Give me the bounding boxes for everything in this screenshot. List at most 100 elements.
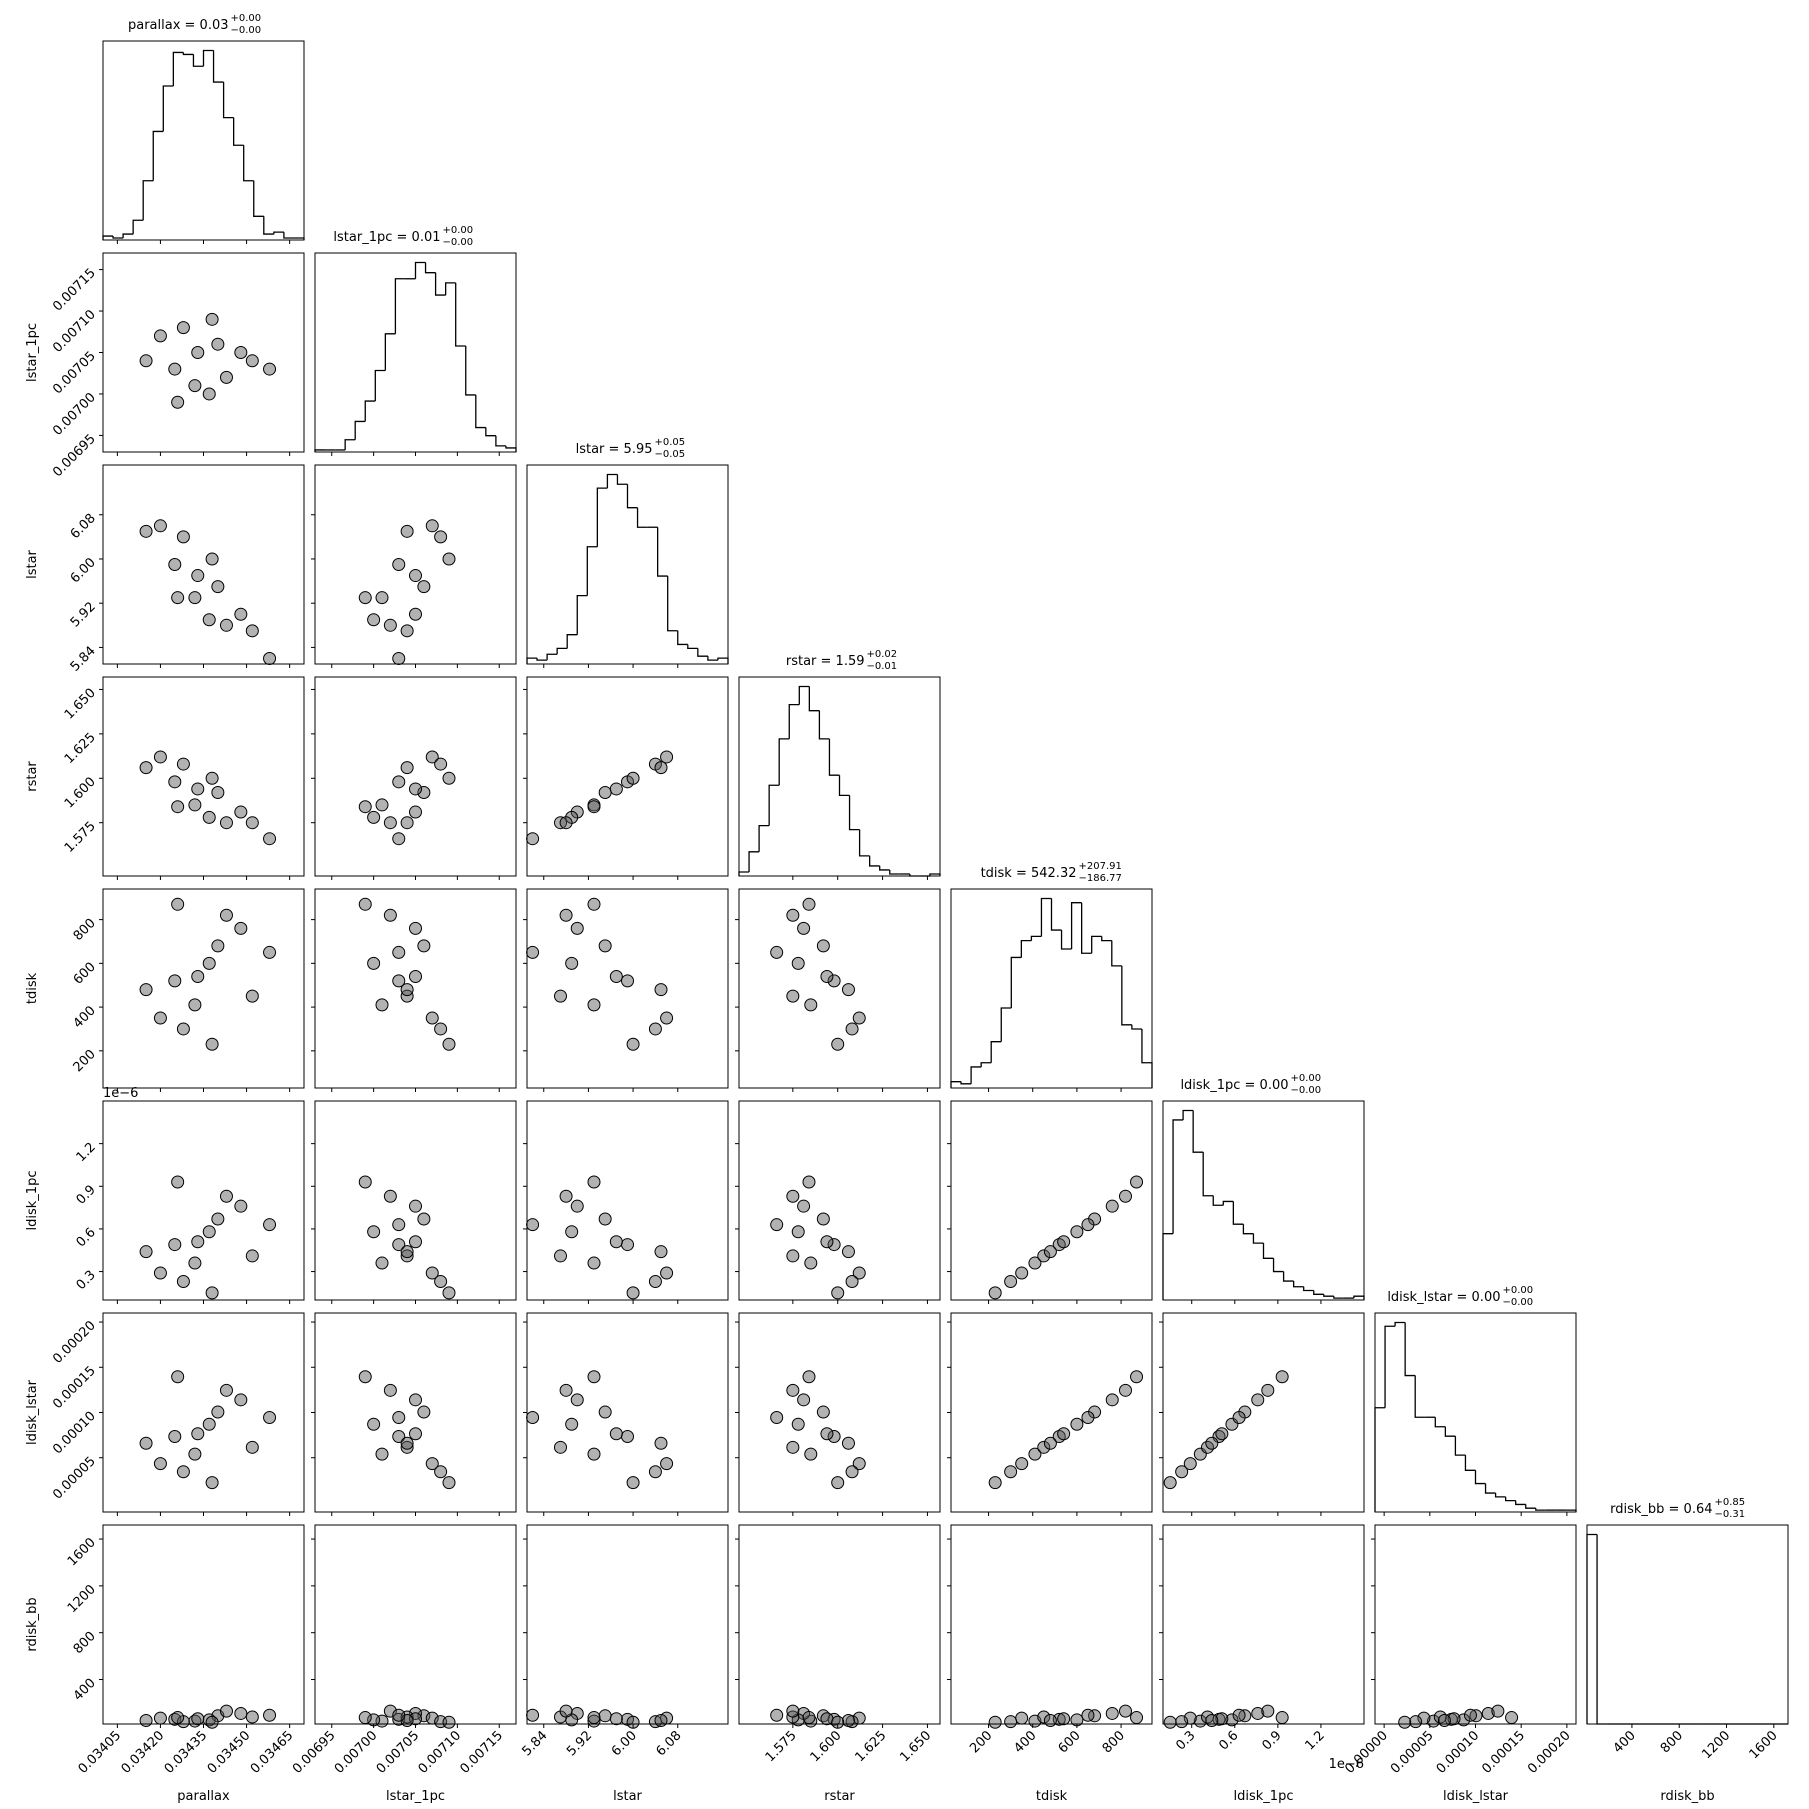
sample-point [153,1711,167,1725]
panel-title: ldisk_lstar = 0.00 [1387,1290,1500,1305]
sample-point [191,1712,205,1726]
sample-point [609,1235,623,1249]
sample-point [1105,1393,1119,1407]
histogram-bin [152,130,164,181]
sample-point [245,624,259,638]
histogram-bin [1414,1375,1426,1418]
histogram-bin [344,439,356,450]
sample-point [1215,1712,1229,1726]
sample-point [786,1383,800,1397]
histogram-bin [606,473,618,489]
sample-point [1028,1256,1042,1270]
sample-point [392,651,406,665]
sample-point [1037,1249,1051,1263]
histogram-bin [1060,930,1072,950]
histogram-bin [596,487,608,547]
sample-point [211,939,225,953]
sample-point [168,775,182,789]
sample-point [598,939,612,953]
title-upper: +0.00 [1291,1073,1322,1084]
sample-point [559,816,573,830]
sample-point [786,1249,800,1263]
sample-point [1015,1457,1029,1471]
y-tick-label: 1.650 [62,686,99,723]
histogram-bin [848,795,860,831]
x-tick-label: 0.6 [1216,1728,1241,1753]
sample-point [263,1410,277,1424]
histogram-bin [263,216,274,235]
sample-point [153,1011,167,1025]
sample-point [434,1465,448,1479]
histogram-bin [1293,1281,1304,1288]
sample-point [1057,1235,1071,1249]
sample-point [234,607,248,621]
histogram-bin [1212,1195,1224,1206]
x-tick-label: 0.00005 [1388,1728,1437,1777]
sample-point [400,1440,414,1454]
sample-point [1457,1713,1471,1727]
sample-point [409,969,422,983]
sample-point [1043,1713,1057,1727]
sample-point [205,1037,219,1051]
y-tick-label: 400 [71,1003,99,1031]
histogram-bin [1474,1470,1486,1485]
title-upper: +0.00 [1503,1285,1534,1296]
sample-point [786,908,800,922]
panel-frame [102,1100,305,1301]
sample-point [392,945,406,959]
y-tick-label: 0.00705 [50,349,99,398]
sample-point [816,1212,830,1226]
histogram-bin [869,855,880,867]
x-tick-label: 1.600 [808,1728,845,1765]
histogram-bin [222,82,234,119]
sample-point [660,1011,674,1025]
histogram-bin [132,219,144,235]
sample-point [1118,1189,1132,1203]
histogram-bin [838,775,850,797]
sample-point [1088,1709,1102,1723]
sample-point [559,1704,573,1718]
sample-point [375,1447,389,1461]
histogram-bin [828,738,840,776]
histogram-bin [384,333,396,371]
y-tick-label: 1200 [65,1582,99,1616]
histogram-bin [536,658,548,661]
y-tick-label: 1.600 [62,774,99,811]
histogram-bin [768,784,780,826]
sample-point [234,921,248,935]
histogram-bin [1374,1407,1386,1512]
histogram-bin [738,871,750,876]
sample-point [1118,1383,1132,1397]
x-tick-label: 200 [967,1728,995,1756]
sample-point [153,329,167,343]
sample-point [1070,1417,1084,1431]
x-tick-label: 1.650 [897,1728,934,1765]
sample-point [988,1476,1002,1490]
sample-point [654,1245,668,1259]
sample-point [1205,1713,1219,1727]
sample-point [770,1708,784,1722]
sample-point [400,761,414,775]
histogram-bin [394,278,406,334]
sample-point [786,1704,800,1718]
histogram-bin [182,52,194,56]
sample-point [425,519,439,533]
histogram-bin [1586,1533,1598,1724]
x-tick-label: 0.03465 [248,1728,297,1777]
sample-point [1215,1427,1229,1441]
sample-point [1225,1713,1239,1727]
histogram-bin [192,54,204,67]
sample-point [188,1256,202,1270]
histogram-bin [858,829,870,857]
sample-point [434,530,448,544]
sample-point [827,1238,841,1252]
histogram-bin [808,686,820,712]
sample-point [211,1212,225,1226]
histogram-bin [1515,1500,1526,1506]
x-axis-label: ldisk_1pc [1234,1789,1294,1804]
histogram-bin [1000,1007,1012,1042]
sample-point [1004,1275,1018,1289]
y-tick-label: 6.08 [68,511,99,542]
sample-point [176,321,190,335]
histogram-bin [122,233,134,239]
